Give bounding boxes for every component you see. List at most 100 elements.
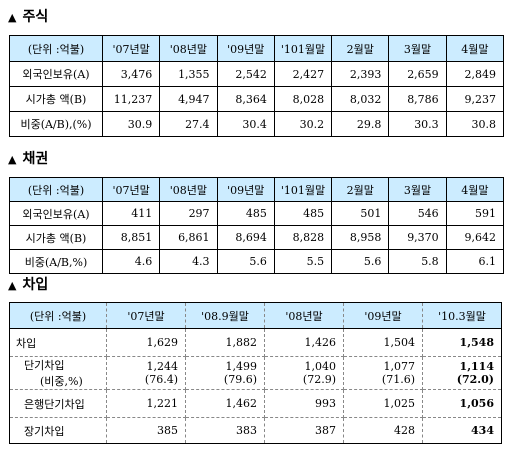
header-cell: '08년말 (159, 35, 218, 62)
value-cell: 485 (216, 201, 275, 226)
table-row: 단기차입 (비중,%) 1,244 (76.4) 1,499 (79.6) 1,040 (72… (9, 356, 502, 390)
value-cell: 1,056 (422, 389, 502, 418)
header-cell: '07년말 (106, 302, 186, 329)
header-cell: '07년말 (101, 177, 161, 202)
header-cell: '10.3월말 (422, 302, 502, 329)
header-cell: (단위 :억불) (9, 177, 103, 202)
header-cell: 2월말 (331, 177, 390, 202)
value-cell: 1,629 (106, 328, 186, 357)
bonds-table: (단위 :억불) '07년말 '08년말 '09년말 '101월말 2월말 3월말 4월말 외국… (9, 177, 504, 274)
value-cell: 11,237 (101, 86, 161, 112)
value: 434 (471, 424, 494, 437)
value-cell: 385 (106, 417, 186, 444)
value: 1,462 (225, 397, 258, 410)
value-cell: 4.3 (159, 249, 218, 274)
value-cell: 5.5 (273, 249, 333, 274)
value: 1,221 (146, 397, 179, 410)
value-cell: 1,114 (72.0) (422, 356, 502, 390)
label: 은행단기차입 (24, 397, 85, 411)
table-row: 비중(A/B,%) 4.6 4.3 5.6 5.5 5.6 5.8 6.1 (9, 249, 504, 274)
value: 1,244 (146, 360, 179, 373)
table-row: 장기차입 385 383 387 428 434 (9, 417, 502, 444)
table-row: 차입 1,629 1,882 1,426 1,504 1,548 (9, 328, 502, 357)
value-cell: 993 (264, 389, 344, 418)
value-cell: 1,548 (422, 328, 502, 357)
header-cell: (단위 :억불) (9, 302, 107, 329)
share-label: (비중,%) (40, 375, 83, 388)
header-cell: 4월말 (445, 35, 504, 62)
value-cell: 1,882 (185, 328, 265, 357)
value: 1,548 (459, 336, 494, 349)
header-row: (단위 :억불) '07년말 '08년말 '09년말 '101월말 2월말 3월말 4월말 (9, 177, 504, 202)
value-cell: 387 (264, 417, 344, 444)
header-cell: '08.9월말 (185, 302, 265, 329)
header-cell: 4월말 (445, 177, 504, 202)
value-cell: 1,462 (185, 389, 265, 418)
value-cell: 8,032 (331, 86, 390, 112)
value: 1,882 (225, 336, 258, 349)
value-cell: 1,221 (106, 389, 186, 418)
share-value: (76.4) (144, 373, 178, 386)
row-label: 비중(A/B),(%) (9, 111, 103, 137)
table-row: 시가총 액(B) 8,851 6,861 8,694 8,828 8,958 9,370 9,… (9, 225, 504, 250)
value-cell: 30.4 (216, 111, 275, 137)
row-label: 외국인보유(A) (9, 61, 103, 87)
value-cell: 8,851 (101, 225, 161, 250)
value: 1,629 (146, 336, 179, 349)
value-cell: 30.2 (273, 111, 333, 137)
value-cell: 8,828 (273, 225, 333, 250)
value-cell: 29.8 (331, 111, 390, 137)
header-cell: '101월말 (273, 177, 333, 202)
header-cell: (단위 :억불) (9, 35, 103, 62)
title-text: 주식 (22, 9, 49, 25)
stocks-table: (단위 :억불) '07년말 '08년말 '09년말 '101월말 2월말 3월말 4월말 외국… (9, 35, 504, 137)
value: 383 (236, 424, 257, 437)
value-cell: 5.6 (331, 249, 390, 274)
value: 1,025 (383, 397, 416, 410)
header-cell: 3월말 (388, 177, 447, 202)
header-cell: '08년말 (264, 302, 344, 329)
value-cell: 411 (101, 201, 161, 226)
share-value: (72.9) (302, 373, 336, 386)
value-cell: 383 (185, 417, 265, 444)
value-cell: 8,786 (388, 86, 447, 112)
value-cell: 1,426 (264, 328, 344, 357)
value: 1,077 (383, 360, 416, 373)
value-cell: 5.8 (388, 249, 447, 274)
value: 428 (394, 424, 415, 437)
value: 1,504 (383, 336, 416, 349)
value-cell: 1,244 (76.4) (106, 356, 186, 390)
value-cell: 30.3 (388, 111, 447, 137)
row-label: 단기차입 (비중,%) (9, 356, 107, 390)
header-cell: '07년말 (101, 35, 161, 62)
value-cell: 9,370 (388, 225, 447, 250)
table-row: 은행단기차입 1,221 1,462 993 1,025 1,056 (9, 389, 502, 418)
row-label: 차입 (9, 328, 107, 357)
value-cell: 1,355 (159, 61, 218, 87)
value-cell: 8,028 (273, 86, 333, 112)
value: 1,426 (304, 336, 337, 349)
header-cell: '09년말 (216, 35, 275, 62)
section-title: ▲ 주식 (8, 9, 49, 25)
value-cell: 8,364 (216, 86, 275, 112)
header-row: (단위 :억불) '07년말 '08.9월말 '08년말 '09년말 '10.3월말 (9, 302, 502, 329)
header-row: (단위 :억불) '07년말 '08년말 '09년말 '101월말 2월말 3월말 4월말 (9, 35, 504, 62)
value: 387 (315, 424, 336, 437)
value-cell: 428 (343, 417, 423, 444)
header-cell: '101월말 (273, 35, 333, 62)
value-cell: 9,642 (445, 225, 504, 250)
row-label: 시가총 액(B) (9, 225, 103, 250)
value-cell: 30.8 (445, 111, 504, 137)
value: 993 (315, 397, 336, 410)
value-cell: 485 (273, 201, 333, 226)
value-cell: 4.6 (101, 249, 161, 274)
value-cell: 1,504 (343, 328, 423, 357)
share-value: (71.6) (381, 373, 415, 386)
value-cell: 4,947 (159, 86, 218, 112)
row-label: 외국인보유(A) (9, 201, 103, 226)
value: 1,040 (304, 360, 337, 373)
value-cell: 9,237 (445, 86, 504, 112)
label: 차입 (16, 336, 37, 350)
row-label: 장기차입 (9, 417, 107, 444)
